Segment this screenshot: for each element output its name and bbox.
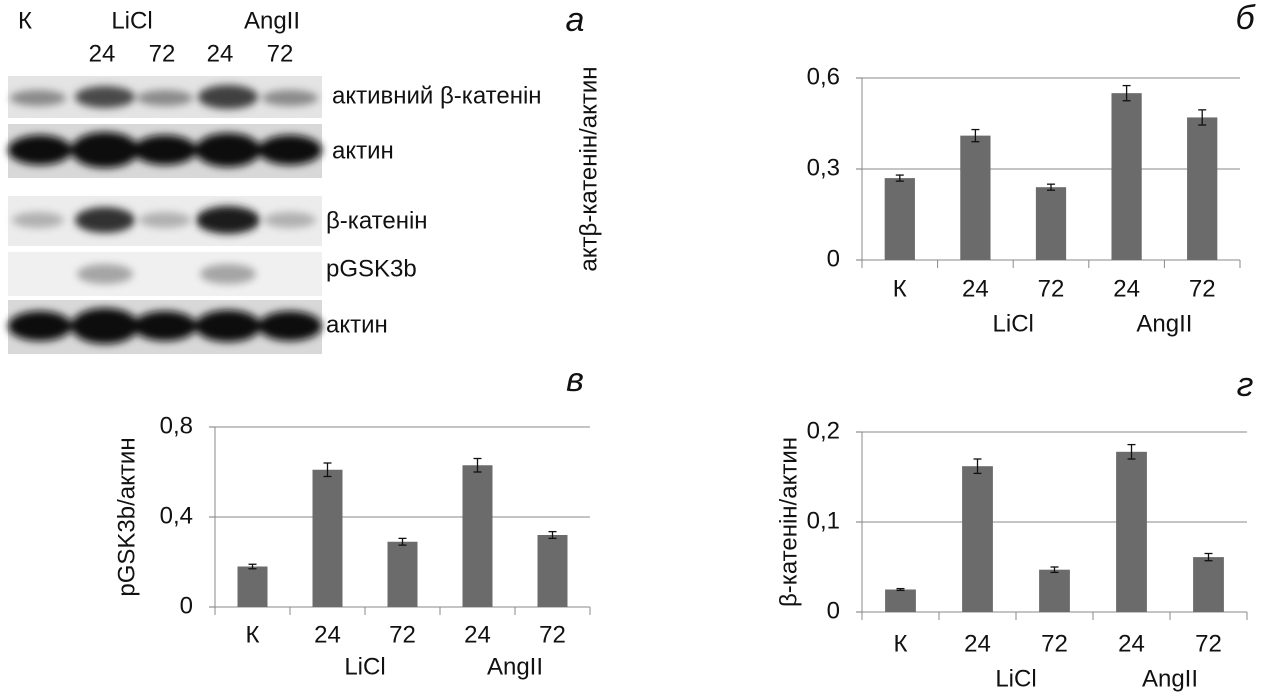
band [195, 133, 261, 167]
band-label: актин [332, 137, 394, 164]
band [71, 308, 139, 344]
band [77, 264, 133, 284]
bar [1039, 570, 1070, 612]
x-tick-label: 72 [1195, 630, 1222, 657]
panel-label: б [1235, 0, 1256, 37]
bar [1111, 93, 1141, 260]
time-label: 72 [267, 40, 294, 67]
y-tick-label: 0 [827, 245, 840, 272]
band [200, 264, 256, 284]
x-tick-label: 24 [464, 621, 491, 648]
band [10, 90, 66, 106]
bar [962, 466, 993, 612]
band-label: β-катенін [326, 207, 428, 234]
y-axis-label: актβ-катенін/актин [575, 66, 602, 271]
y-tick-label: 0,2 [807, 417, 840, 444]
group-label: LiCl [993, 310, 1034, 337]
y-axis-label: pGSK3b/актин [113, 437, 140, 596]
x-tick-label: К [246, 621, 260, 648]
x-tick-label: 72 [389, 621, 416, 648]
band [264, 212, 316, 228]
bar [1193, 557, 1224, 612]
x-tick-label: 24 [964, 630, 991, 657]
bar [238, 567, 268, 608]
bar [463, 465, 493, 607]
band [258, 135, 322, 165]
y-tick-label: 0,8 [160, 412, 193, 439]
y-tick-label: 0,6 [807, 63, 840, 90]
band [75, 207, 135, 233]
band [8, 135, 72, 165]
lane-label: AngII [244, 7, 300, 34]
band [75, 86, 135, 108]
band [258, 311, 322, 341]
panel-label: г [1237, 366, 1254, 404]
band [137, 90, 193, 106]
time-label: 72 [149, 40, 176, 67]
group-label: AngII [1136, 310, 1192, 337]
panel-label: в [566, 361, 584, 399]
band [12, 212, 64, 228]
band [262, 90, 318, 106]
bar [885, 590, 916, 613]
x-tick-label: 24 [314, 621, 341, 648]
bar [960, 136, 990, 260]
blot-strip [8, 252, 322, 296]
band [71, 132, 139, 168]
time-label: 24 [207, 40, 234, 67]
western-blot: К LiCl AngII 24 72 24 72 активний β-кате… [8, 1, 584, 354]
band [196, 206, 260, 234]
y-tick-label: 0,4 [160, 502, 193, 529]
bar [1116, 452, 1147, 612]
band [133, 135, 197, 165]
x-tick-label: 72 [1041, 630, 1068, 657]
band [139, 212, 191, 228]
band [133, 311, 197, 341]
band-label: активний β-катенін [332, 82, 542, 109]
x-tick-label: К [894, 630, 908, 657]
x-tick-label: 24 [962, 275, 989, 302]
group-label: LiCl [344, 653, 385, 680]
bar [1036, 187, 1066, 260]
x-tick-label: 24 [1113, 275, 1140, 302]
bar [313, 470, 343, 607]
x-tick-label: 72 [1038, 275, 1065, 302]
y-tick-label: 0,3 [807, 154, 840, 181]
band [198, 85, 258, 109]
lane-label: К [18, 7, 32, 34]
band [8, 311, 72, 341]
bar [388, 542, 418, 607]
band [195, 310, 261, 342]
lane-label: LiCl [111, 7, 152, 34]
x-tick-label: 24 [1118, 630, 1145, 657]
time-label: 24 [89, 40, 116, 67]
group-label: AngII [1142, 665, 1198, 692]
y-tick-label: 0,1 [807, 507, 840, 534]
x-tick-label: К [893, 275, 907, 302]
band-label: pGSK3b [326, 255, 417, 282]
y-tick-label: 0 [180, 592, 193, 619]
panel-label: а [566, 1, 585, 39]
figure: К LiCl AngII 24 72 24 72 активний β-кате… [0, 0, 1267, 698]
bar [885, 178, 915, 260]
bar [1187, 117, 1217, 260]
band-label: актин [326, 311, 388, 338]
group-label: LiCl [995, 665, 1036, 692]
bar [538, 535, 568, 607]
x-tick-label: 72 [539, 621, 566, 648]
y-tick-label: 0 [827, 597, 840, 624]
y-axis-label: β-катенін/актин [775, 437, 802, 607]
x-tick-label: 72 [1189, 275, 1216, 302]
group-label: AngII [487, 653, 543, 680]
